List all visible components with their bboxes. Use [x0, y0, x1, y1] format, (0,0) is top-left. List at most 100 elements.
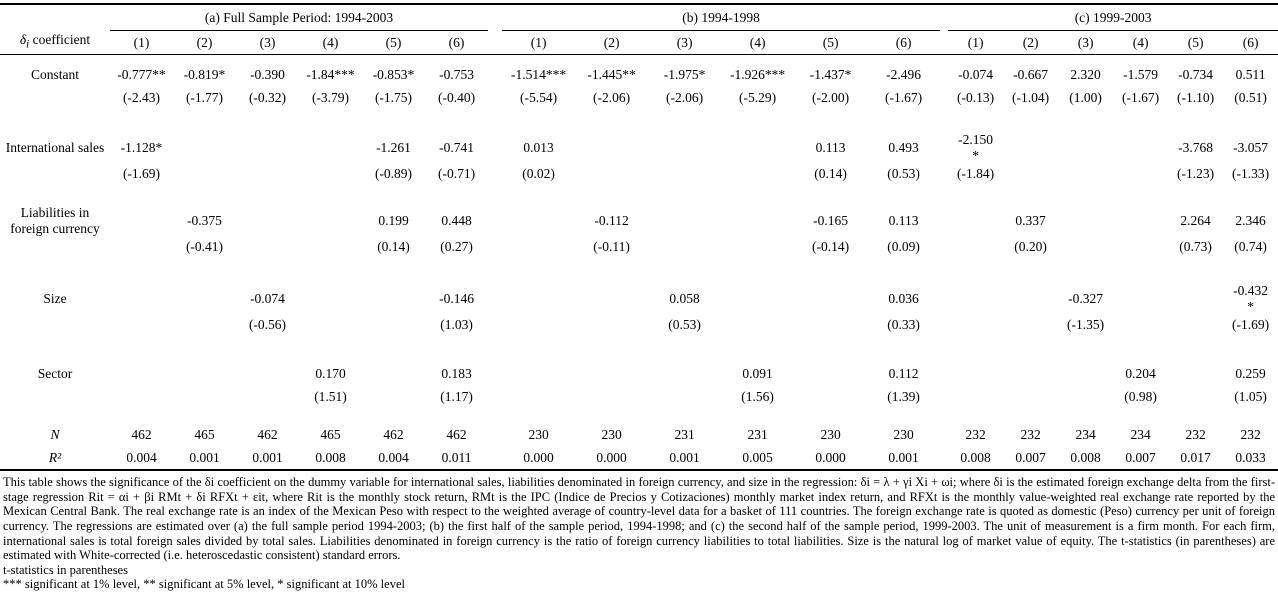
coefficient-cell: [1113, 205, 1168, 236]
coefficient-cell: [721, 283, 794, 314]
stat-value-cell: 0.008: [948, 446, 1004, 472]
tstat-cell: (0.02): [522, 166, 555, 182]
coefficient-cell: [299, 205, 362, 236]
coefficient-cell: -0.074: [958, 67, 994, 83]
tstat-cell: (-1.69): [1232, 317, 1270, 333]
stat-value-cell: 231: [747, 427, 768, 443]
coefficient-cell: [1113, 283, 1168, 314]
coefficient-cell: 0.113: [888, 212, 919, 228]
coefficient-cell: -0.819*: [183, 67, 226, 83]
panel-gap: [940, 236, 948, 258]
tstat-cell: [362, 314, 425, 336]
panel-title: (a) Full Sample Period: 1994-2003: [110, 4, 489, 31]
tstat-cell: [648, 386, 721, 408]
tstat-cell: [794, 386, 867, 408]
tstat-cell: [1058, 386, 1113, 408]
tstat-cell: [1003, 386, 1058, 408]
stat-value-cell: 0.007: [1003, 446, 1059, 472]
column-header: (2): [575, 30, 649, 55]
tstat-cell: [721, 163, 794, 185]
tstat-cell: [299, 236, 362, 258]
panel-gap: [940, 30, 949, 55]
stat-value-cell: 465: [194, 427, 215, 443]
tstat-cell: (-0.56): [248, 317, 287, 333]
stat-value-cell: 230: [601, 427, 622, 443]
panel-title: (b) 1994-1998: [502, 4, 941, 31]
tstat-cell: (-0.71): [437, 166, 476, 182]
tstat-cell: (-1.75): [374, 90, 413, 106]
tstat-cell: (-3.79): [311, 90, 350, 106]
coefficient-cell: [794, 362, 867, 386]
tstat-cell: [110, 386, 173, 408]
panel-gap: [488, 87, 502, 109]
coefficient-cell: [110, 205, 173, 236]
coefficient-cell: [948, 205, 1003, 236]
column-header: (1): [502, 30, 576, 55]
coefficient-cell: -1.437*: [809, 67, 852, 83]
column-header: (2): [1003, 30, 1059, 55]
tstat-cell: [1058, 163, 1113, 185]
coefficient-cell: 0.113: [815, 139, 846, 155]
tstat-cell: [173, 386, 236, 408]
coefficient-cell: [1003, 362, 1058, 386]
tstat-cell: (0.51): [1234, 90, 1267, 106]
coefficient-cell: [1168, 362, 1223, 386]
panel-gap: [488, 424, 502, 446]
coefficient-cell: [575, 362, 648, 386]
coefficient-cell: -0.753: [439, 67, 474, 83]
coefficient-cell: [575, 132, 648, 163]
tstat-cell: (-1.33): [1232, 166, 1270, 182]
tstat-cell: [948, 236, 1003, 258]
stat-value-cell: 232: [965, 427, 986, 443]
panel-gap: [488, 4, 502, 31]
coefficient-cell: -0.667: [1013, 67, 1049, 83]
tstat-cell: (0.27): [440, 239, 473, 255]
tstat-cell: (0.98): [1124, 389, 1157, 405]
tstat-cell: [575, 163, 648, 185]
coefficient-cell: -1.445**: [587, 67, 636, 83]
tstat-cell: (-1.69): [122, 166, 161, 182]
coefficient-cell: -1.926***: [730, 67, 786, 83]
tstat-cell: (-1.35): [1067, 317, 1105, 333]
column-header: (6): [1223, 30, 1278, 55]
tstat-cell: (-1.04): [1012, 90, 1050, 106]
tstat-cell: [948, 386, 1003, 408]
stat-value-cell: 0.001: [173, 446, 236, 472]
coefficient-cell: -0.741: [439, 139, 474, 155]
stat-value-cell: 234: [1130, 427, 1151, 443]
stat-label: N: [50, 427, 60, 443]
column-header: (4): [299, 30, 362, 55]
stat-value-cell: 0.005: [721, 446, 795, 472]
stat-value-cell: 230: [528, 427, 549, 443]
stat-value-cell: 232: [1020, 427, 1041, 443]
stat-value-cell: 0.033: [1223, 446, 1278, 472]
panel-gap: [488, 30, 503, 55]
coefficient-cell: [502, 283, 575, 314]
coefficient-cell: [721, 132, 794, 163]
tstat-cell: (0.14): [377, 239, 410, 255]
tstat-cell: (-1.23): [1177, 166, 1215, 182]
coefficient-cell: -0.734: [1178, 67, 1214, 83]
panel-gap: [940, 386, 948, 408]
spacer-row: [0, 109, 1278, 132]
delta-subscript: i: [26, 39, 30, 52]
stat-value-cell: 0.000: [794, 446, 868, 472]
coefficient-cell: 0.337: [1015, 212, 1046, 228]
tstat-cell: (-1.77): [185, 90, 224, 106]
stat-value-cell: 234: [1075, 427, 1096, 443]
panel-gap: [488, 283, 502, 314]
tstat-cell: [648, 163, 721, 185]
tstat-cell: (-0.40): [437, 90, 476, 106]
panel-gap: [940, 4, 948, 31]
tstat-cell: (-0.41): [185, 239, 224, 255]
coefficient-cell: [173, 283, 236, 314]
coefficient-cell: -2.496: [886, 67, 922, 83]
coefficient-cell: [1003, 283, 1058, 314]
tstat-cell: [236, 163, 299, 185]
row-label-spacer: [0, 386, 110, 408]
tstat-cell: (-2.06): [666, 90, 704, 106]
panel-title: (c) 1999-2003: [948, 4, 1278, 31]
tstat-cell: [1113, 236, 1168, 258]
coefficient-cell: -0.375: [187, 212, 222, 228]
tstat-cell: [1113, 163, 1168, 185]
